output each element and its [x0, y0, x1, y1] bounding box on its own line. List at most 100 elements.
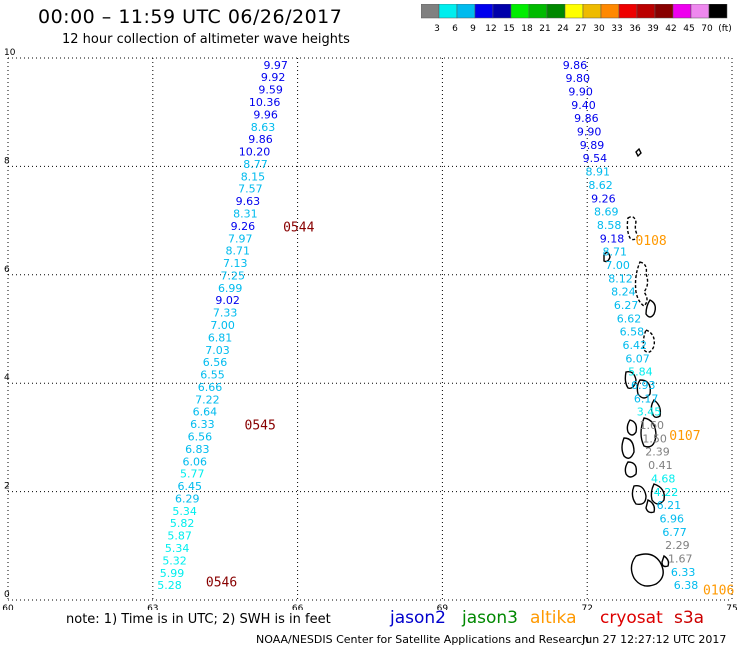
latitude-tick-label: 4 [4, 373, 10, 383]
wave-height-reading: 7.03 [205, 344, 230, 357]
wave-height-reading: 6.99 [218, 282, 243, 295]
wave-height-reading: 5.32 [162, 554, 187, 567]
color-scale-label: 12 [485, 24, 496, 34]
wave-height-reading: 5.34 [165, 542, 190, 555]
generated-timestamp: Jun 27 12:27:12 UTC 2017 [582, 633, 727, 646]
color-scale-label: (ft) [718, 24, 731, 34]
color-scale-label: 9 [470, 24, 476, 34]
island-outline [636, 379, 651, 399]
island-outline [650, 398, 662, 419]
pass-time-label: 0107 [669, 429, 700, 444]
color-scale-label: 70 [701, 24, 713, 34]
wave-height-reading: 9.86 [563, 59, 588, 72]
map-title: 00:00 – 11:59 UTC 06/26/2017 [38, 6, 343, 28]
latitude-tick-label: 10 [4, 48, 16, 58]
wave-height-reading: 4.68 [651, 472, 676, 485]
wave-height-reading: 6.21 [657, 499, 682, 512]
wave-height-reading: 8.15 [241, 170, 266, 183]
satellite-label-jason2: jason2 [390, 608, 446, 628]
wave-height-reading: 6.93 [631, 379, 656, 392]
island-outline [640, 417, 657, 448]
units-note: note: 1) Time is in UTC; 2) SWH is in fe… [66, 612, 331, 627]
island-outline [634, 261, 649, 307]
island-outline [624, 370, 637, 390]
wave-height-reading: 6.56 [188, 430, 213, 443]
wave-height-reading: 6.33 [190, 418, 215, 431]
color-scale-label: 36 [629, 24, 641, 34]
island-outline [635, 147, 642, 158]
wave-height-reading: 6.58 [620, 326, 645, 339]
longitude-tick-label: 69 [437, 604, 449, 610]
color-scale-label: 27 [575, 24, 586, 34]
longitude-tick-label: 63 [147, 604, 158, 610]
wave-height-reading: 6.07 [625, 352, 650, 365]
island-outline [645, 299, 657, 318]
wave-height-reading: 9.90 [577, 126, 602, 139]
wave-height-reading: 8.31 [233, 208, 258, 221]
wave-height-reading: 7.25 [220, 269, 245, 282]
island-outline [621, 437, 635, 459]
satellite-label-cryosat: cryosat [600, 608, 663, 628]
wave-height-reading: 9.86 [248, 133, 273, 146]
color-scale-label: 30 [593, 24, 605, 34]
wave-height-reading: 8.77 [243, 158, 268, 171]
wave-height-reading: 6.55 [200, 369, 225, 382]
wave-height-reading: 2.29 [665, 539, 690, 552]
color-scale-label: 3 [434, 24, 440, 34]
island-outline [631, 485, 647, 506]
wave-height-reading: 6.77 [662, 526, 687, 539]
island-outline [630, 553, 664, 587]
wave-height-reading: 9.59 [258, 84, 283, 97]
wave-height-reading: 6.56 [203, 356, 228, 369]
wave-height-reading: 9.02 [215, 294, 240, 307]
wave-height-reading: 8.12 [608, 272, 633, 285]
latitude-tick-label: 2 [4, 482, 10, 492]
wave-height-reading: 6.66 [198, 381, 223, 394]
wave-height-reading: 9.96 [253, 108, 278, 121]
wave-height-reading: 6.42 [622, 339, 647, 352]
color-scale-label: 45 [683, 24, 694, 34]
wave-height-readings: 9.979.929.5910.369.968.639.8610.208.778.… [157, 59, 698, 592]
wave-height-reading: 9.40 [571, 99, 596, 112]
wave-height-reading: 9.26 [591, 192, 616, 205]
wave-height-reading: 8.91 [585, 166, 610, 179]
wave-height-reading: 6.06 [183, 455, 208, 468]
wave-height-reading: 10.20 [239, 146, 271, 159]
color-scale-label: 18 [521, 24, 533, 34]
pass-time-label: 0106 [703, 584, 734, 599]
wave-height-reading: 8.71 [603, 246, 628, 259]
wave-height-reading: 9.80 [566, 72, 591, 85]
wave-height-reading: 9.92 [261, 71, 286, 84]
color-scale-legend: 3 6 9 12 15 18 21 24 27 30 33 36 39 42 45 70 (ft) [421, 4, 731, 34]
wave-height-reading: 6.29 [175, 492, 200, 505]
wave-height-reading: 9.26 [231, 220, 256, 233]
wave-height-reading: 6.45 [177, 480, 202, 493]
color-scale-label: 6 [452, 24, 458, 34]
wave-height-reading: 8.63 [251, 121, 276, 134]
wave-height-reading: 6.33 [671, 566, 696, 579]
pass-time-label: 0544 [283, 220, 314, 235]
wave-height-reading: 5.34 [172, 505, 197, 518]
pass-time-label: 0546 [206, 575, 237, 590]
longitude-tick-label: 66 [292, 604, 304, 610]
wave-height-reading: 9.89 [580, 139, 605, 152]
wave-height-reading: 6.96 [659, 512, 684, 525]
wave-height-reading: 7.22 [195, 393, 220, 406]
wave-height-reading: 5.84 [628, 366, 653, 379]
wave-height-reading: 9.86 [574, 112, 599, 125]
wave-height-reading: 5.77 [180, 468, 205, 481]
island-outline [642, 329, 656, 353]
wave-height-reading: 3.45 [637, 406, 662, 419]
longitude-tick-label: 75 [726, 604, 737, 610]
longitude-tick-label: 60 [2, 604, 14, 610]
island-outline [650, 483, 665, 505]
wave-height-reading: 6.64 [193, 406, 218, 419]
wave-height-reading: 10.36 [249, 96, 281, 109]
island-outline [645, 498, 656, 514]
wave-height-reading: 4.22 [654, 486, 679, 499]
wave-height-reading: 1.50 [642, 432, 667, 445]
latitude-tick-label: 6 [4, 265, 10, 275]
pass-time-label: 0108 [635, 234, 666, 249]
wave-height-reading: 7.00 [605, 259, 630, 272]
